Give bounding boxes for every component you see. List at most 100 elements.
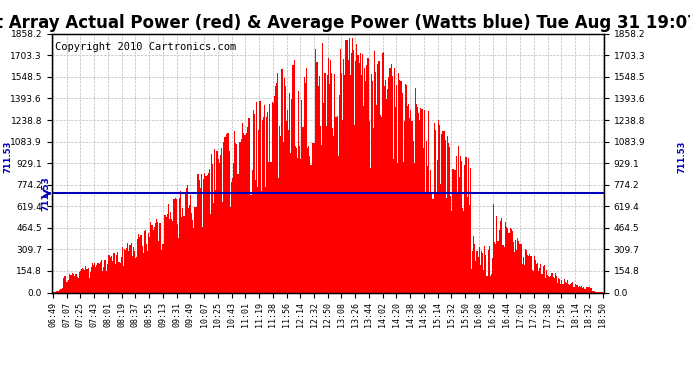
Bar: [335, 117, 337, 292]
Bar: [237, 174, 239, 292]
Bar: [222, 202, 223, 292]
Bar: [81, 269, 82, 292]
Bar: [367, 58, 368, 292]
Bar: [364, 68, 365, 292]
Bar: [135, 258, 136, 292]
Bar: [340, 50, 341, 292]
Bar: [566, 283, 567, 292]
Bar: [344, 75, 346, 292]
Bar: [73, 274, 75, 292]
Bar: [199, 180, 200, 292]
Bar: [141, 246, 143, 292]
Bar: [184, 194, 186, 292]
Bar: [137, 239, 138, 292]
Bar: [479, 248, 480, 292]
Bar: [317, 62, 318, 292]
Bar: [578, 287, 579, 292]
Bar: [464, 165, 466, 292]
Bar: [331, 73, 332, 292]
Bar: [176, 199, 177, 292]
Text: 711.53: 711.53: [678, 141, 687, 173]
Bar: [463, 211, 464, 292]
Bar: [83, 268, 84, 292]
Bar: [128, 251, 130, 292]
Bar: [304, 83, 306, 292]
Bar: [501, 218, 502, 292]
Bar: [285, 86, 286, 292]
Bar: [593, 291, 594, 292]
Bar: [219, 163, 220, 292]
Bar: [504, 247, 505, 292]
Bar: [514, 252, 515, 292]
Bar: [339, 95, 340, 292]
Bar: [236, 144, 237, 292]
Bar: [573, 287, 575, 292]
Bar: [253, 110, 254, 292]
Bar: [368, 121, 370, 292]
Bar: [435, 194, 437, 292]
Bar: [230, 182, 232, 292]
Bar: [523, 257, 524, 292]
Bar: [156, 219, 157, 292]
Bar: [388, 77, 389, 292]
Bar: [75, 274, 77, 292]
Bar: [256, 102, 257, 292]
Bar: [138, 234, 139, 292]
Bar: [159, 223, 160, 292]
Bar: [509, 228, 511, 292]
Bar: [418, 113, 420, 292]
Bar: [515, 240, 516, 292]
Bar: [112, 261, 113, 292]
Bar: [481, 251, 482, 292]
Bar: [583, 287, 584, 292]
Bar: [560, 284, 562, 292]
Bar: [351, 53, 352, 292]
Bar: [201, 174, 202, 292]
Bar: [542, 266, 544, 292]
Bar: [104, 260, 105, 292]
Bar: [175, 198, 176, 292]
Bar: [506, 227, 507, 292]
Text: 711.53: 711.53: [41, 176, 50, 211]
Bar: [330, 60, 331, 292]
Bar: [457, 146, 459, 292]
Bar: [291, 99, 293, 292]
Bar: [190, 195, 191, 292]
Bar: [209, 169, 210, 292]
Bar: [114, 253, 115, 292]
Bar: [392, 76, 393, 292]
Bar: [64, 276, 66, 292]
Bar: [248, 118, 250, 292]
Bar: [424, 110, 425, 292]
Bar: [407, 106, 408, 292]
Bar: [250, 195, 252, 292]
Bar: [165, 214, 166, 292]
Bar: [405, 84, 406, 292]
Bar: [326, 75, 328, 292]
Bar: [243, 133, 244, 292]
Bar: [363, 106, 364, 292]
Bar: [342, 120, 343, 292]
Bar: [277, 73, 278, 292]
Bar: [246, 134, 247, 292]
Bar: [492, 258, 493, 292]
Bar: [462, 208, 463, 292]
Bar: [409, 118, 411, 292]
Bar: [158, 241, 159, 292]
Bar: [204, 173, 206, 292]
Bar: [520, 244, 522, 292]
Bar: [511, 229, 512, 292]
Bar: [362, 54, 363, 292]
Bar: [525, 249, 526, 292]
Bar: [282, 69, 283, 292]
Bar: [264, 105, 265, 292]
Bar: [507, 228, 509, 292]
Bar: [181, 217, 182, 292]
Bar: [558, 278, 559, 292]
Bar: [337, 156, 339, 292]
Bar: [350, 75, 351, 292]
Bar: [404, 121, 405, 292]
Bar: [489, 246, 490, 292]
Bar: [288, 130, 289, 292]
Bar: [522, 264, 523, 292]
